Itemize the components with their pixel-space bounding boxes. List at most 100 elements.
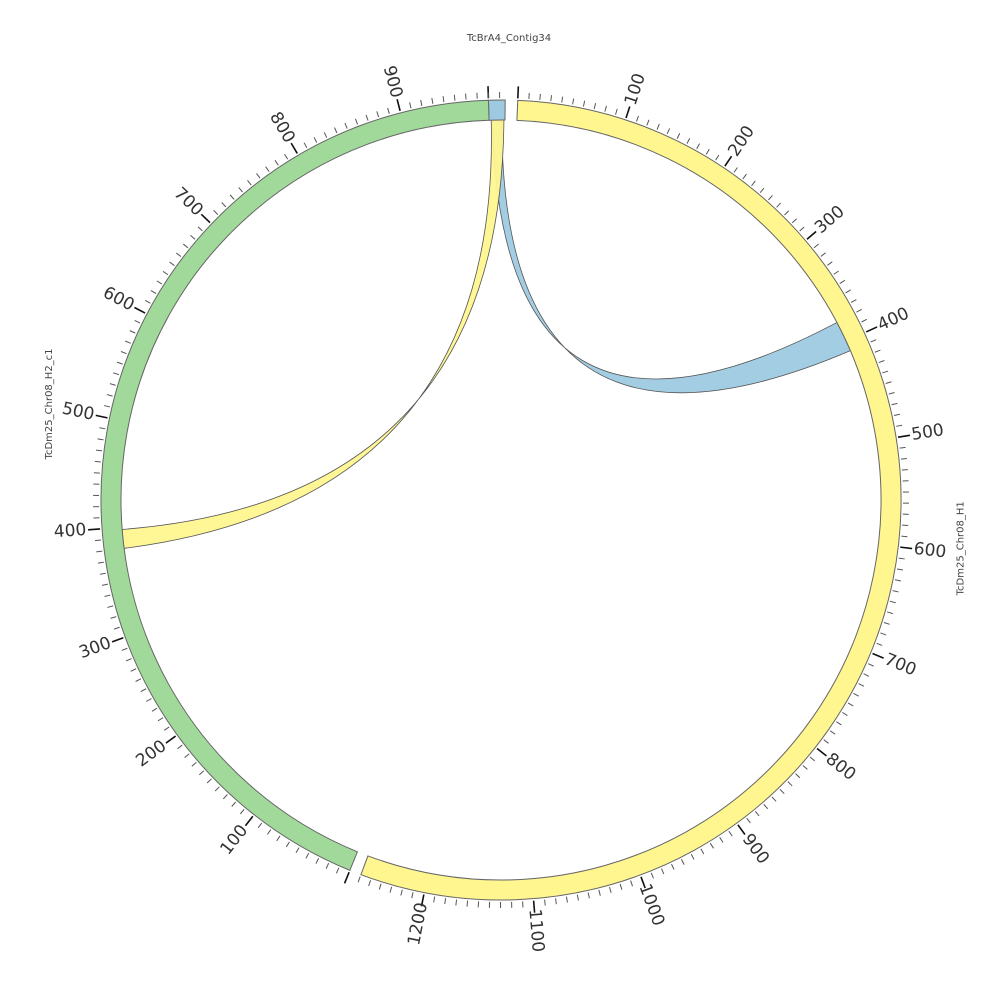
tick-label-h1-600: 600 — [913, 539, 948, 563]
tick-h1-750 — [847, 702, 854, 707]
tick-h1-170 — [696, 143, 701, 150]
tick-h2-790 — [284, 153, 289, 160]
tick-h2-590 — [134, 319, 141, 324]
tick-h2-250 — [140, 688, 147, 693]
tick-h1-830 — [795, 773, 801, 779]
tick-h1-100 — [625, 106, 631, 119]
tick-h1-610 — [898, 557, 905, 560]
labels-layer: TcBrA4_Contig34 TcDm25_Chr08_H1 100 200 300 4… — [44, 33, 966, 953]
tick-h2-610 — [144, 299, 151, 304]
tick-h1-850 — [779, 789, 785, 795]
tick-h2-220 — [157, 717, 164, 722]
tick-h1-740 — [853, 692, 859, 697]
tick-h1-1180 — [444, 898, 447, 905]
tick-h1-300 — [806, 230, 817, 240]
tick-h1-330 — [827, 261, 833, 266]
tick-h1-140 — [666, 128, 671, 135]
link-1 — [121, 119, 505, 549]
tick-h2-780 — [274, 160, 279, 166]
tick-label-h2-600: 600 — [100, 283, 138, 316]
tick-h2-550 — [116, 361, 123, 365]
tick-h2-960 — [465, 93, 467, 100]
tick-h2-310 — [113, 626, 120, 630]
tick-h2-950 — [453, 94, 456, 101]
tick-h1-310 — [813, 243, 820, 249]
tick-h1-940 — [700, 848, 705, 855]
tick-h1-840 — [787, 781, 793, 787]
tick-h2-690 — [197, 226, 203, 232]
tick-h2-190 — [177, 744, 183, 750]
tick-h2-240 — [145, 698, 152, 702]
tick-h2-180 — [184, 753, 190, 758]
tick-h1-910 — [728, 830, 733, 837]
tick-h1-230 — [751, 180, 756, 186]
tick-h1-900 — [737, 824, 746, 835]
sequence-label-contig34: TcBrA4_Contig34 — [466, 33, 551, 44]
tick-h1-770 — [836, 721, 842, 726]
tick-label-h1-1200: 1200 — [404, 901, 432, 947]
tick-label-h1-900: 900 — [738, 830, 773, 868]
tick-h1-510 — [899, 446, 906, 449]
tick-h1-1090 — [544, 899, 546, 906]
tick-h1-1000 — [640, 876, 646, 889]
tick-h2-230 — [151, 707, 158, 712]
tick-h2-280 — [125, 658, 132, 662]
tick-h1-1020 — [619, 883, 623, 890]
tick-h2-640 — [162, 270, 169, 276]
tick-h2-330 — [107, 605, 114, 608]
tick-h1-700 — [872, 652, 884, 659]
tick-h1-520 — [900, 457, 907, 460]
tick-h1-1170 — [455, 899, 458, 906]
tick-h2-710 — [213, 210, 219, 216]
tick-h2-850 — [344, 122, 348, 129]
tick-h2-890 — [387, 107, 390, 114]
tick-h1-490 — [896, 424, 903, 427]
tick-h1-1200 — [420, 894, 425, 907]
tick-h2-300 — [111, 637, 124, 643]
tick-label-h2-300: 300 — [76, 633, 113, 663]
tick-h2-670 — [182, 243, 189, 249]
tick-h2-160 — [199, 770, 205, 776]
tick-h2-530 — [109, 383, 116, 386]
tick-h1-380 — [856, 308, 862, 313]
tick-h2-290 — [121, 647, 128, 651]
tick-h2-660 — [175, 252, 182, 258]
tick-h1-1070 — [565, 896, 568, 903]
tick-h1-650 — [889, 600, 896, 604]
tick-h1-980 — [660, 868, 665, 875]
tick-h1-70 — [593, 103, 597, 110]
tick-h1-460 — [888, 392, 895, 395]
tick-h1-880 — [754, 811, 760, 817]
tick-h1-200 — [724, 155, 733, 167]
tick-h1-120 — [646, 119, 650, 126]
tick-h1-630 — [894, 579, 901, 582]
tick-h2-50 — [295, 847, 300, 854]
tick-h2-340 — [104, 594, 111, 597]
tick-h1-710 — [867, 663, 874, 667]
tick-h1-760 — [842, 711, 848, 716]
tick-h2-480 — [97, 438, 104, 441]
tick-h2-900 — [396, 99, 401, 112]
tick-h2-840 — [334, 127, 338, 134]
tick-h2-650 — [169, 261, 175, 266]
tick-h2-90 — [257, 822, 263, 829]
tick-h1-130 — [656, 123, 660, 130]
segment-contig34 — [487, 99, 506, 121]
tick-h2-580 — [129, 330, 136, 334]
tick-h2-200 — [165, 735, 177, 744]
tick-h1-1250 — [368, 880, 372, 887]
tick-label-h1-500: 500 — [910, 420, 945, 445]
tick-h1-660 — [886, 611, 894, 615]
tick-h1-480 — [893, 413, 900, 416]
tick-h1-360 — [845, 289, 851, 294]
tick-label-h1-100: 100 — [621, 71, 650, 108]
tick-h2-10 — [335, 867, 340, 874]
sequence-label-h1: TcDm25_Chr08_H1 — [955, 501, 966, 596]
tick-h1-1220 — [400, 889, 403, 896]
tick-h2-630 — [156, 280, 163, 285]
tick-h2-760 — [256, 173, 261, 179]
tick-label-h2-400: 400 — [53, 520, 87, 542]
tick-h1-1080 — [555, 898, 557, 905]
tick-h1-800 — [816, 747, 827, 757]
tick-h2-460 — [94, 460, 101, 463]
